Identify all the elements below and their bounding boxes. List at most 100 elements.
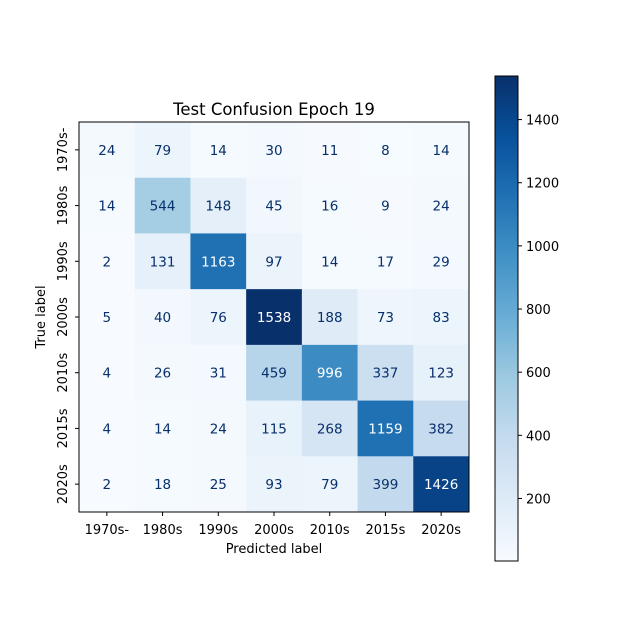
cell-value-label: 97	[265, 254, 282, 270]
cell-value-label: 123	[428, 366, 454, 382]
x-tick-label: 1990s	[198, 523, 238, 538]
heatmap-cell	[79, 177, 136, 234]
cell-value-label: 18	[154, 477, 171, 493]
heatmap-cell	[413, 344, 470, 402]
heatmap-cell	[134, 344, 191, 402]
heatmap-cell	[301, 233, 359, 290]
heatmap-cell	[357, 177, 414, 234]
heatmap-cell	[190, 177, 247, 234]
heatmap-cell	[413, 456, 470, 513]
heatmap-cells	[79, 122, 470, 513]
heatmap-cell	[413, 177, 470, 234]
heatmap-cell	[79, 289, 136, 346]
cell-value-label: 11	[321, 143, 338, 159]
cell-value-label: 79	[321, 477, 338, 493]
colorbar-tick-label: 1400	[526, 114, 559, 129]
cell-value-label: 31	[210, 366, 227, 382]
cell-value-label: 93	[265, 477, 282, 493]
cell-value-label: 4	[103, 366, 112, 382]
heatmap-cell	[190, 122, 247, 179]
cell-value-label: 148	[205, 199, 231, 215]
y-tick-label: 1980s	[56, 185, 71, 225]
cell-value-label: 1538	[257, 310, 291, 326]
heatmap-cell	[190, 344, 247, 402]
heatmap-cell	[413, 233, 470, 290]
heatmap-cell	[246, 289, 303, 346]
cell-value-label: 26	[154, 366, 171, 382]
cell-value-label: 5	[103, 310, 112, 326]
heatmap-cell	[357, 289, 414, 346]
heatmap-cell	[413, 289, 470, 346]
y-tick-label: 2015s	[56, 408, 71, 448]
x-tick-label: 2015s	[365, 523, 405, 538]
cell-value-label: 188	[317, 310, 343, 326]
cell-value-label: 14	[98, 199, 115, 215]
cell-value-label: 268	[317, 421, 343, 437]
cell-value-label: 14	[321, 254, 338, 270]
heatmap-cell	[301, 177, 359, 234]
cell-value-label: 4	[103, 421, 112, 437]
cell-value-label: 24	[433, 199, 450, 215]
heatmap-cell	[79, 233, 136, 290]
heatmap-cell	[134, 289, 191, 346]
cell-value-label: 115	[261, 421, 287, 437]
cell-value-label: 17	[377, 254, 394, 270]
heatmap-cell	[79, 344, 136, 402]
cell-value-label: 459	[261, 366, 287, 382]
cell-value-label: 8	[381, 143, 390, 159]
cell-value-label: 996	[317, 366, 343, 382]
cell-value-label: 14	[210, 143, 227, 159]
cell-value-label: 1163	[201, 254, 235, 270]
cell-value-label: 79	[154, 143, 171, 159]
colorbar-tick-label: 600	[526, 366, 551, 381]
x-tick-label: 2010s	[310, 523, 350, 538]
heatmap-cell	[246, 233, 303, 290]
heatmap-cell	[357, 400, 414, 457]
heatmap-cell	[134, 122, 191, 179]
heatmap-cell	[301, 122, 359, 179]
x-tick-label: 1970s-	[85, 523, 130, 538]
cell-value-label: 25	[210, 477, 227, 493]
heatmap-cell	[79, 400, 136, 457]
y-tick-label: 2010s	[56, 353, 71, 393]
cell-value-label: 1426	[424, 477, 458, 493]
heatmap-cell	[246, 122, 303, 179]
colorbar-gradient	[495, 76, 518, 561]
cell-value-label: 29	[433, 254, 450, 270]
colorbar-tick-label: 400	[526, 429, 551, 444]
heatmap-cell	[190, 400, 247, 457]
cell-value-label: 76	[210, 310, 227, 326]
heatmap-cell	[190, 289, 247, 346]
x-axis-label: Predicted label	[226, 542, 323, 557]
y-tick-label: 2000s	[56, 297, 71, 337]
heatmap-cell	[301, 289, 359, 346]
cell-value-label: 30	[265, 143, 282, 159]
cell-value-label: 2	[103, 477, 112, 493]
heatmap-cell	[246, 456, 303, 513]
heatmap-cell	[301, 456, 359, 513]
cell-value-label: 24	[98, 143, 115, 159]
heatmap-cell	[79, 122, 136, 179]
cell-value-label: 73	[377, 310, 394, 326]
x-axis-ticks: 1970s- 1980s 1990s 2000s 2010s 2015s 2020s	[85, 512, 461, 538]
colorbar-ticks: 200 400 600 800 1000 1200 1400	[518, 114, 559, 507]
colorbar-tick-label: 1000	[526, 240, 559, 255]
cell-value-label: 24	[210, 421, 227, 437]
heatmap-cell	[246, 344, 303, 402]
cell-value-label: 45	[265, 199, 282, 215]
heatmap-cell	[246, 177, 303, 234]
x-tick-label: 1980s	[143, 523, 183, 538]
colorbar-frame	[494, 75, 519, 562]
heatmap-cell	[190, 456, 247, 513]
heatmap-cell	[79, 456, 136, 513]
cell-value-label: 399	[373, 477, 399, 493]
heatmap-cell	[134, 233, 191, 290]
x-tick-label: 2000s	[254, 523, 294, 538]
heatmap-cell	[357, 233, 414, 290]
cell-value-label: 2	[103, 254, 112, 270]
heatmap-cell	[413, 122, 470, 179]
cell-value-label: 131	[150, 254, 176, 270]
heatmap-cell	[301, 344, 359, 402]
